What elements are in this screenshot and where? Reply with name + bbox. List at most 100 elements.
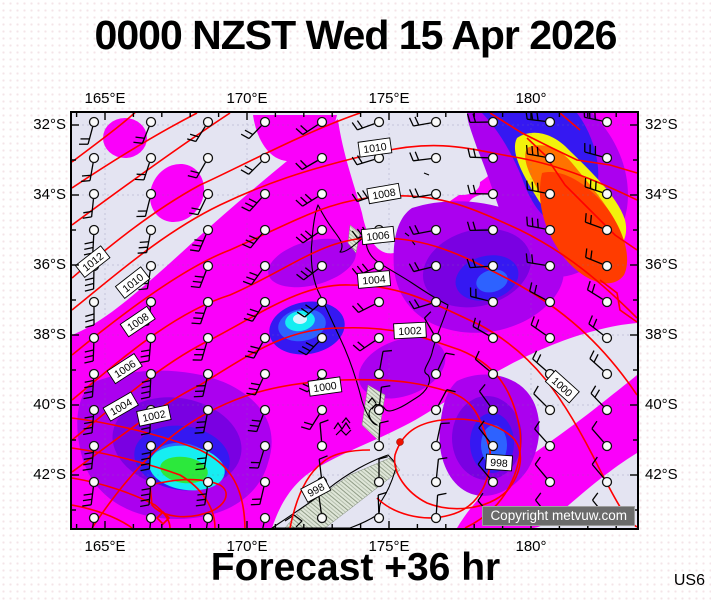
wind-barb-station: [80, 152, 100, 183]
station-circle: [544, 188, 556, 200]
wind-barb-station: [140, 368, 157, 400]
wind-barb-station: [477, 456, 499, 488]
station-circle: [544, 296, 556, 308]
wind-barb-station: [373, 385, 391, 416]
wind-barb-station: [430, 389, 456, 416]
wind-barb-station: [298, 332, 328, 356]
station-circle: [430, 296, 442, 308]
wind-barb-station: [529, 282, 556, 308]
lat-label-left: 36°S: [33, 256, 66, 273]
wind-barb-station: [352, 296, 385, 314]
wind-barb-station: [193, 368, 214, 398]
wind-barb-station: [246, 368, 271, 396]
model-code: US6: [673, 572, 705, 589]
wind-barb-station: [140, 476, 157, 508]
lon-label-top: 180°: [515, 90, 547, 107]
station-circle: [88, 188, 100, 200]
wind-barb-station: [250, 476, 271, 506]
station-circle: [487, 152, 499, 164]
wind-barb-station: [202, 512, 214, 528]
wind-barb-station: [82, 440, 100, 471]
lat-label-left: 42°S: [33, 466, 66, 483]
station-circle: [601, 224, 613, 236]
station-circle: [259, 404, 271, 416]
station-circle: [430, 332, 442, 344]
wind-barb-station: [82, 188, 100, 219]
wind-barbs: [79, 113, 613, 528]
station-circle: [202, 296, 214, 308]
station-circle: [487, 224, 499, 236]
lon-label-top: 175°E: [368, 90, 410, 107]
wind-barb-station: [373, 456, 388, 488]
station-circle: [430, 368, 442, 380]
station-circle: [373, 368, 385, 380]
isobar-label: 998: [485, 453, 514, 472]
svg-text:1000: 1000: [313, 380, 338, 395]
station-circle: [145, 260, 157, 272]
lat-label-left: 38°S: [33, 326, 66, 343]
wind-barb-station: [191, 296, 214, 325]
station-circle: [601, 404, 613, 416]
station-circle: [316, 404, 328, 416]
wind-barb-station: [240, 116, 271, 140]
station-circle: [430, 404, 442, 416]
wind-barb-station: [409, 188, 442, 200]
lon-label-bottom: 175°E: [368, 538, 410, 555]
station-circle: [544, 224, 556, 236]
station-circle: [145, 476, 157, 488]
weather-map: 1012 1010 1008 1006 1004 1002 1010 1008 1006 1004…: [70, 111, 639, 530]
wind-barb-station: [534, 456, 556, 488]
svg-text:1002: 1002: [398, 325, 422, 338]
wind-barb-station: [247, 404, 271, 433]
wind-barb-station: [259, 512, 271, 528]
station-circle: [88, 440, 100, 452]
wind-barb-station: [525, 113, 556, 128]
station-circle: [259, 476, 271, 488]
wind-barb-station: [295, 224, 328, 244]
wind-barb-station: [83, 404, 100, 436]
wind-barb-station: [534, 421, 556, 452]
wind-barb-station: [88, 512, 100, 528]
wind-barb-station: [478, 420, 499, 452]
wind-barb-station: [584, 177, 613, 200]
wind-barb-station: [467, 148, 499, 164]
svg-text:1010: 1010: [363, 141, 388, 156]
station-circle: [601, 332, 613, 344]
mountain-scribbles: [333, 397, 381, 436]
wind-barb-station: [195, 440, 214, 471]
wind-barb-station: [408, 116, 442, 128]
wind-barb-station: [187, 116, 214, 143]
isobar-label: 1008: [119, 305, 156, 338]
station-circle: [259, 152, 271, 164]
chart-title: 0000 NZST Wed 15 Apr 2026: [94, 12, 618, 58]
station-circle: [430, 512, 442, 524]
wind-barb-station: [140, 440, 157, 472]
station-circle: [88, 224, 100, 236]
station-circle: [88, 152, 100, 164]
station-circle: [316, 296, 328, 308]
station-circle: [544, 332, 556, 344]
wind-barb-station: [190, 260, 214, 289]
station-circle: [430, 224, 442, 236]
svg-text:1006: 1006: [366, 229, 391, 243]
wind-barb-station: [590, 385, 613, 416]
wind-barb-station: [133, 116, 157, 144]
wind-barb-station: [295, 152, 328, 171]
wind-barb-station: [241, 188, 271, 212]
station-circle: [316, 440, 328, 452]
wind-barb-station: [591, 420, 613, 452]
wind-barb-station: [525, 253, 556, 272]
wind-barb-station: [430, 422, 450, 452]
axis-ticks: [72, 113, 637, 528]
wind-barb-station: [84, 332, 100, 364]
station-circle: [145, 152, 157, 164]
station-circle: [145, 116, 157, 128]
isobar-label: 1000: [307, 376, 343, 397]
station-circle: [316, 368, 328, 380]
lat-label-left: 32°S: [33, 116, 66, 133]
lat-label-right: 32°S: [645, 116, 678, 133]
wind-barb-station: [591, 456, 613, 488]
station-circle: [544, 404, 556, 416]
station-circle: [430, 260, 442, 272]
